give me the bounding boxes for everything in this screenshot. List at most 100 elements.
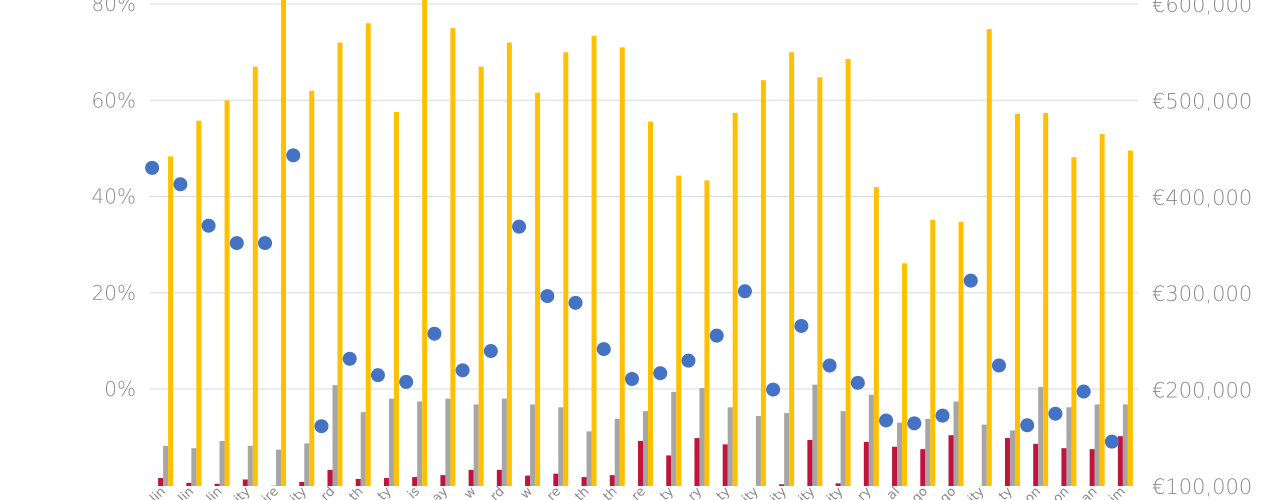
bar-series-2 [473, 404, 479, 486]
bar-series-1 [468, 469, 474, 486]
bar-series-1 [779, 484, 785, 486]
bar-series-2 [219, 440, 225, 486]
scatter-point [201, 218, 216, 233]
category-label: al [884, 484, 903, 500]
category-label: ire [259, 484, 281, 500]
bar-series-3 [1071, 157, 1077, 486]
category-label: lin [204, 484, 226, 500]
bar-series-3 [535, 92, 541, 487]
category-label: rd [318, 484, 338, 500]
scatter-point [173, 177, 188, 192]
scatter-points [145, 148, 1119, 449]
scatter-point [879, 413, 894, 428]
scatter-point [1020, 418, 1035, 433]
bar-series-3 [309, 90, 315, 486]
left-axis-ticks: 0% 20% 40% 60% 80% [92, 0, 136, 401]
bar-series-1 [1033, 443, 1039, 486]
scatter-point [1104, 434, 1119, 449]
scatter-point [455, 363, 470, 378]
bar-series-2 [586, 431, 592, 486]
category-label: go [937, 484, 959, 500]
bar-series-1 [1004, 438, 1010, 486]
bar-series-2 [1009, 430, 1015, 486]
scatter-point [427, 326, 442, 341]
category-label: re [544, 484, 564, 500]
bar-series-3 [393, 111, 399, 486]
bar-series-3 [563, 52, 569, 486]
scatter-point [342, 351, 357, 366]
category-label: ty [996, 484, 1016, 500]
bar-series-2 [247, 445, 253, 486]
bar-series-1 [920, 449, 926, 486]
right-tick-label: €300,000 [1152, 282, 1252, 306]
category-label: ry [685, 484, 705, 500]
bar-series-3 [478, 66, 484, 486]
scatter-point [907, 416, 922, 431]
bar-series-1 [1117, 436, 1123, 486]
left-tick-label: 60% [92, 88, 136, 112]
bar-series-2 [925, 418, 931, 486]
scatter-point [709, 328, 724, 343]
bar-series-3 [337, 42, 343, 487]
scatter-point [145, 160, 160, 175]
bar-series-3 [760, 80, 766, 486]
scatter-point [963, 273, 978, 288]
scatter-point [822, 358, 837, 373]
bar-series-1 [383, 478, 389, 486]
bar-series-1 [863, 441, 869, 486]
bar-series-2 [868, 394, 874, 486]
bar-series-1 [412, 477, 418, 486]
bar-series-2 [191, 448, 197, 486]
bar-series-2 [1038, 387, 1044, 486]
bar-series-3 [1043, 112, 1049, 486]
left-tick-label: 0% [104, 377, 136, 401]
bar-series-3 [450, 28, 456, 486]
category-label: ty [714, 484, 734, 500]
bar-series-2 [417, 401, 423, 486]
bar-series-2 [699, 388, 705, 486]
bar-series-1 [581, 477, 587, 486]
bar-series-3 [619, 47, 625, 486]
bar-series-2 [1094, 404, 1100, 486]
scatter-point [653, 366, 668, 381]
bar-series-3 [1014, 113, 1020, 487]
bar-series-1 [214, 483, 220, 486]
bar-series-2 [558, 407, 564, 486]
bar-series-2 [671, 391, 677, 486]
bar-series-2 [530, 404, 536, 486]
scatter-point [229, 236, 244, 251]
scatter-point [258, 236, 273, 251]
bar-series-1 [299, 481, 305, 486]
bar-series-3 [196, 120, 202, 487]
bar-series-3 [986, 29, 992, 487]
category-label: w [461, 484, 479, 500]
bar-series-3 [648, 121, 653, 486]
bar-series-3 [1099, 134, 1105, 486]
scatter-point [850, 375, 865, 390]
bar-series-1 [242, 479, 248, 486]
scatter-point [540, 289, 555, 304]
bar-series-1 [892, 446, 898, 486]
category-label: is [405, 484, 423, 500]
scatter-point [991, 358, 1006, 373]
bar-series-1 [609, 475, 615, 486]
bar-series-3 [591, 35, 597, 486]
right-tick-label: €100,000 [1152, 475, 1252, 499]
left-tick-label: 40% [92, 185, 136, 209]
category-label: re [629, 484, 649, 500]
bar-series-3 [1127, 150, 1133, 486]
category-labels: lin lin lin ity ire ity rd th ty is ay w rd w re th th re… [147, 484, 1128, 500]
bar-series-3 [422, 0, 428, 486]
bar-series-2 [953, 401, 959, 486]
bar-series-2 [163, 445, 169, 486]
left-tick-label: 80% [92, 0, 136, 16]
category-label: ity [740, 484, 762, 500]
bar-series-2 [840, 411, 846, 486]
bar-series-3 [873, 187, 879, 486]
scatter-point [794, 318, 809, 333]
bar-series-2 [727, 407, 733, 486]
bar-series-3 [704, 180, 710, 487]
bars [158, 0, 1133, 487]
right-tick-label: €500,000 [1152, 89, 1252, 113]
category-label: on [1022, 484, 1044, 500]
